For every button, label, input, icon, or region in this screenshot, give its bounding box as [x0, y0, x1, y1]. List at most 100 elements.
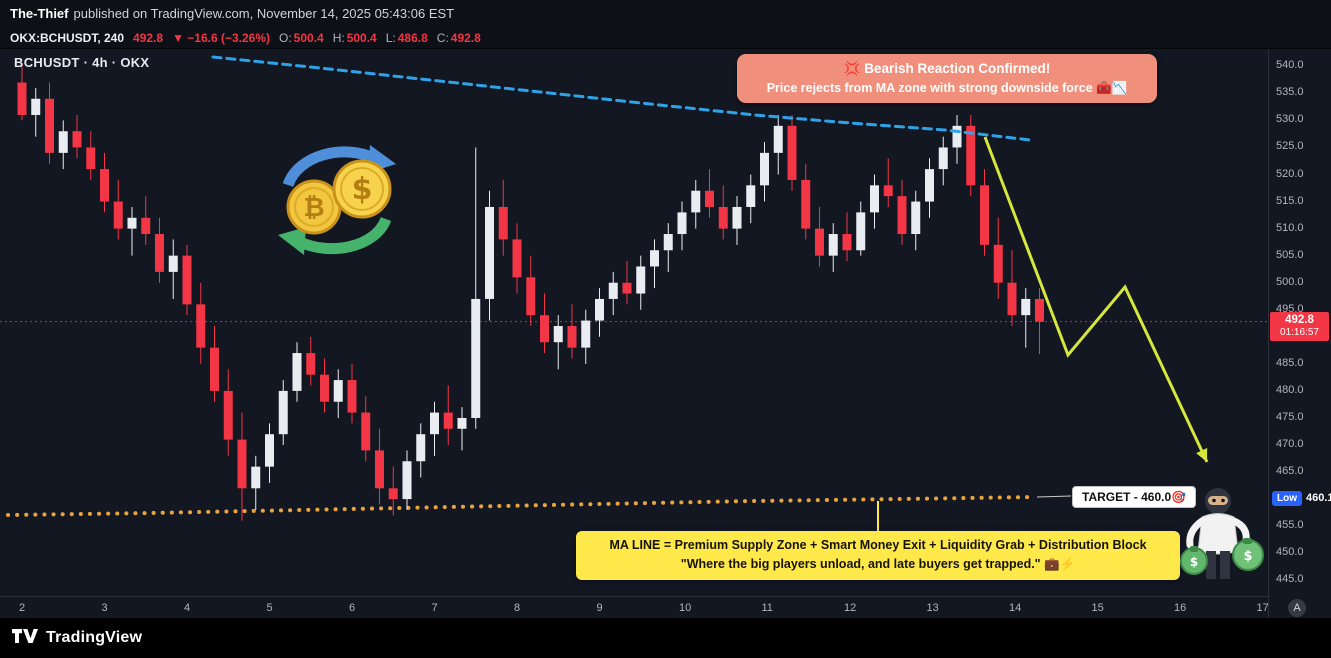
- candle-body[interactable]: [361, 412, 371, 451]
- candle-body[interactable]: [787, 125, 797, 180]
- candle-body[interactable]: [815, 228, 824, 256]
- candle-body[interactable]: [182, 255, 192, 305]
- candle-body[interactable]: [581, 320, 591, 348]
- svg-text:$: $: [352, 172, 373, 207]
- candle-body[interactable]: [155, 234, 164, 272]
- candle-body[interactable]: [58, 131, 68, 153]
- candle-body[interactable]: [100, 169, 109, 202]
- candle-body[interactable]: [141, 217, 151, 235]
- candle-body[interactable]: [388, 488, 398, 500]
- price-axis-label: 465.0: [1276, 465, 1304, 478]
- candle-body[interactable]: [416, 434, 426, 462]
- candle-body[interactable]: [498, 206, 508, 240]
- candle-body[interactable]: [980, 185, 989, 245]
- candle-body[interactable]: [375, 450, 384, 489]
- bearish-annotation[interactable]: 💢 Bearish Reaction Confirmed! Price reje…: [737, 54, 1157, 103]
- candle-body[interactable]: [828, 234, 838, 256]
- candle-body[interactable]: [842, 234, 852, 251]
- candle-body[interactable]: [705, 190, 714, 207]
- candle-body[interactable]: [168, 255, 178, 272]
- price-axis-label: 445.0: [1276, 573, 1304, 586]
- candle-body[interactable]: [457, 417, 467, 429]
- chart-area[interactable]: BCHUSDT · 4h · OKX 💢 Bearish Reaction Co…: [0, 49, 1331, 618]
- tradingview-logo-text[interactable]: TradingView: [46, 629, 143, 646]
- candle-body[interactable]: [210, 347, 219, 391]
- candle-body[interactable]: [31, 98, 41, 116]
- candle-body[interactable]: [471, 298, 481, 418]
- candle-body[interactable]: [113, 201, 123, 229]
- candle-body[interactable]: [883, 185, 893, 197]
- candle-body[interactable]: [237, 439, 247, 489]
- axis-settings-button[interactable]: A: [1288, 599, 1306, 617]
- symbol-title[interactable]: OKX:BCHUSDT, 240: [10, 30, 125, 45]
- candle-body[interactable]: [650, 250, 659, 267]
- price-axis[interactable]: 492.8 01:16:57 Low 460.1 540.0 535.0 530.0…: [1268, 49, 1331, 618]
- candle-body[interactable]: [278, 390, 288, 435]
- last-price: 492.8: [133, 30, 164, 45]
- candle-body[interactable]: [677, 212, 687, 235]
- candle-body[interactable]: [732, 206, 742, 229]
- candle-body[interactable]: [1007, 282, 1017, 316]
- target-price-label[interactable]: TARGET - 460.0🎯: [1072, 486, 1197, 508]
- price-axis-label: 530.0: [1276, 113, 1304, 126]
- projection-arrow[interactable]: [983, 136, 1209, 463]
- candle-body[interactable]: [760, 152, 769, 186]
- candle-body[interactable]: [925, 169, 934, 202]
- time-axis-label: 14: [1009, 602, 1022, 614]
- time-axis[interactable]: 2 3 4 5 6 7 8 9 10 11 12 13 14 15 16 17: [0, 596, 1269, 618]
- candle-body[interactable]: [691, 190, 701, 213]
- candle-body[interactable]: [595, 298, 604, 321]
- candle-body[interactable]: [127, 217, 137, 229]
- candle-body[interactable]: [306, 353, 316, 375]
- candle-body[interactable]: [622, 282, 632, 294]
- candle-body[interactable]: [567, 325, 577, 348]
- candle-body[interactable]: [801, 179, 811, 229]
- candle-body[interactable]: [526, 277, 536, 316]
- candle-body[interactable]: [512, 239, 522, 278]
- close-value: C: 492.8: [436, 30, 481, 45]
- candle-body[interactable]: [223, 390, 233, 440]
- candle-body[interactable]: [430, 412, 439, 435]
- candle-body[interactable]: [265, 434, 274, 467]
- bearish-annotation-line1: 💢 Bearish Reaction Confirmed!: [843, 61, 1051, 76]
- candle-body[interactable]: [1035, 298, 1044, 322]
- candle-body[interactable]: [663, 234, 673, 251]
- candle-body[interactable]: [292, 353, 302, 391]
- candle-body[interactable]: [911, 201, 921, 235]
- candle-body[interactable]: [333, 380, 343, 402]
- candle-body[interactable]: [347, 380, 357, 413]
- candle-body[interactable]: [485, 206, 494, 299]
- candle-body[interactable]: [608, 282, 618, 299]
- candle-body[interactable]: [443, 412, 453, 429]
- candle-body[interactable]: [1021, 298, 1031, 316]
- candle-body[interactable]: [320, 374, 329, 402]
- tradingview-logo-icon[interactable]: [12, 625, 38, 652]
- candle-body[interactable]: [251, 466, 261, 489]
- candle-body[interactable]: [897, 196, 907, 235]
- candle-body[interactable]: [540, 315, 549, 343]
- candle-body[interactable]: [718, 206, 728, 229]
- candle-body[interactable]: [45, 98, 54, 153]
- ma-trendline[interactable]: [211, 55, 1032, 142]
- time-axis-label: 10: [679, 602, 692, 614]
- candle-body[interactable]: [746, 185, 756, 207]
- target-connector: [1036, 495, 1072, 498]
- candle-body[interactable]: [993, 244, 1003, 283]
- candle-body[interactable]: [952, 125, 962, 148]
- price-axis-label: 535.0: [1276, 86, 1304, 99]
- candle-body[interactable]: [86, 147, 96, 170]
- candle-body[interactable]: [773, 125, 783, 153]
- candle-body[interactable]: [553, 325, 563, 343]
- ma-line-annotation[interactable]: MA LINE = Premium Supply Zone + Smart Mo…: [576, 531, 1180, 580]
- supply-zone-line[interactable]: [6, 495, 1037, 517]
- candle-body[interactable]: [196, 304, 206, 348]
- candle-body[interactable]: [966, 125, 976, 186]
- candle-body[interactable]: [856, 212, 866, 251]
- candle-body[interactable]: [72, 131, 82, 148]
- candle-body[interactable]: [938, 147, 948, 170]
- candle-body[interactable]: [870, 185, 879, 213]
- candle-body[interactable]: [636, 266, 646, 294]
- candle-body[interactable]: [17, 82, 27, 116]
- candle-body[interactable]: [402, 461, 412, 500]
- candlestick-chart[interactable]: [0, 49, 1268, 596]
